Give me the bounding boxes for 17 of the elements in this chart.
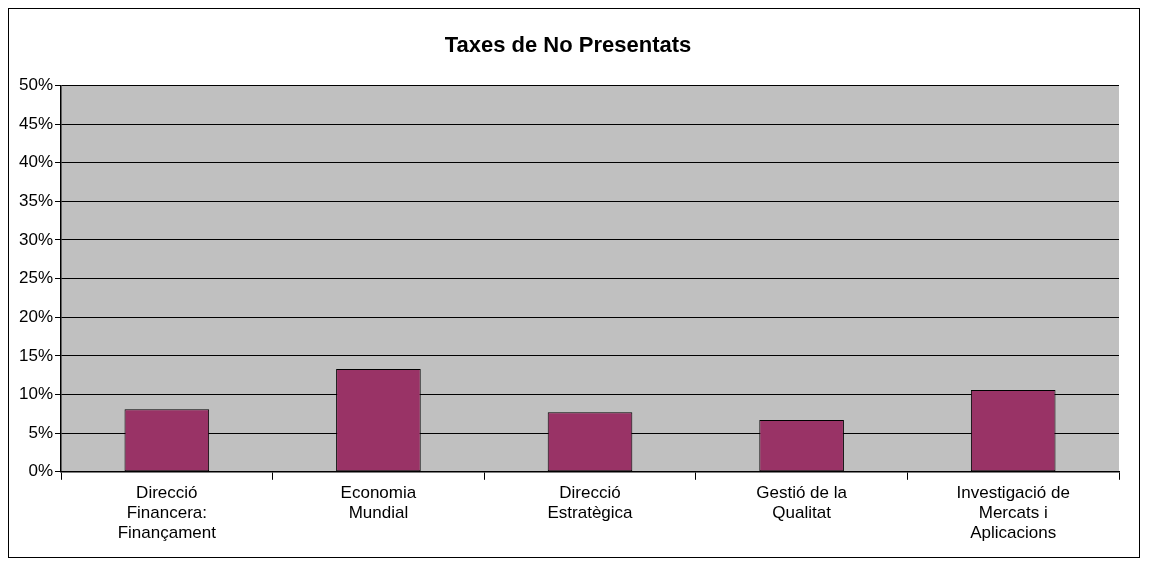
x-tick-label: Investigació de Mercats i Aplicacions: [956, 482, 1070, 543]
y-tick-label: 20%: [18, 306, 54, 326]
y-tick-label: 25%: [18, 268, 54, 288]
x-tick-label: Direcció Estratègica: [547, 482, 634, 523]
y-tick-label: 15%: [18, 345, 54, 365]
y-tick-label: 50%: [18, 75, 54, 95]
y-tick-label: 30%: [18, 229, 54, 249]
y-tick-label: 45%: [18, 113, 54, 133]
x-tick-label: Gestió de la Qualitat: [756, 482, 848, 523]
y-tick-label: 40%: [18, 152, 54, 172]
y-tick-label: 35%: [18, 191, 54, 211]
x-tick-label: Economia Mundial: [340, 482, 417, 523]
x-tick-label: Direcció Financera: Finançament: [117, 482, 217, 543]
chart-title: Taxes de No Presentats: [444, 32, 692, 58]
y-tick-label: 5%: [28, 422, 54, 442]
y-tick-label: 10%: [18, 384, 54, 404]
y-tick-label: 0%: [28, 461, 54, 481]
